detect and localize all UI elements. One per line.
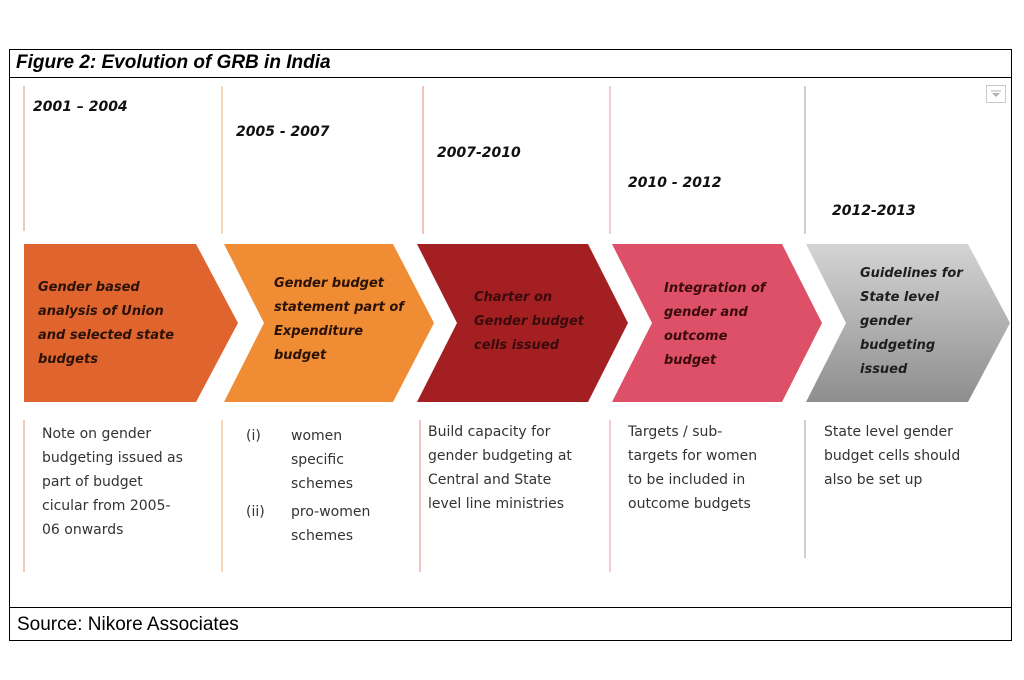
divider-line-4-lower — [609, 420, 611, 572]
list-item-line: schemes — [291, 528, 354, 544]
milestone-line: budget — [274, 348, 327, 363]
description-4: Targets / sub- targets for women to be i… — [628, 420, 757, 516]
description-line: Note on gender — [42, 426, 152, 442]
milestone-line: Charter on — [474, 290, 553, 305]
milestone-text-5: Guidelines for State level gender budget… — [860, 262, 963, 382]
list-item-line: pro-women — [291, 504, 371, 520]
milestone-text-4: Integration of gender and outcome budget — [664, 277, 766, 373]
period-label-1: 2001 – 2004 — [33, 99, 128, 115]
description-1: Note on gender budgeting issued as part … — [42, 422, 183, 542]
milestone-line: and selected state — [38, 328, 175, 343]
chevron-stage-5 — [806, 244, 1010, 402]
divider-line-5 — [804, 86, 806, 234]
milestone-line: statement part of — [274, 300, 404, 315]
period-label-4: 2010 - 2012 — [628, 175, 722, 191]
period-label-3: 2007-2010 — [437, 145, 521, 161]
milestone-line: Integration of — [664, 281, 766, 296]
chevron-down-icon — [991, 90, 1001, 97]
list-item-2: pro-women schemes — [291, 500, 370, 548]
divider-line-3 — [422, 86, 424, 234]
dropdown-button[interactable] — [986, 85, 1006, 103]
description-line: to be included in — [628, 472, 746, 488]
milestone-line: outcome — [664, 329, 728, 344]
description-line: budget cells should — [824, 448, 961, 464]
milestone-text-1: Gender based analysis of Union and selec… — [38, 276, 174, 372]
milestone-line: gender and — [664, 305, 748, 320]
divider-line-2-lower — [221, 420, 223, 572]
divider-line-1 — [23, 86, 25, 231]
description-line: level line ministries — [428, 496, 565, 512]
description-line: State level gender — [824, 424, 953, 440]
milestone-line: issued — [860, 362, 908, 377]
milestone-text-2: Gender budget statement part of Expendit… — [274, 272, 404, 368]
chevron-stage-1 — [24, 244, 238, 402]
description-line: targets for women — [628, 448, 758, 464]
milestone-line: budgeting — [860, 338, 936, 353]
milestone-line: Gender based — [38, 280, 140, 295]
description-line: cicular from 2005- — [42, 498, 171, 514]
figure-source: Source: Nikore Associates — [17, 614, 239, 635]
description-line: part of budget — [42, 474, 143, 490]
figure-title-row: Figure 2: Evolution of GRB in India — [10, 50, 1011, 78]
period-label-5: 2012-2013 — [832, 203, 916, 219]
milestone-line: gender — [860, 314, 912, 329]
chevron-stage-3 — [417, 244, 628, 402]
divider-line-2 — [221, 86, 223, 234]
description-line: also be set up — [824, 472, 923, 488]
figure-source-row: Source: Nikore Associates — [10, 607, 1011, 640]
description-line: outcome budgets — [628, 496, 751, 512]
list-item-line: schemes — [291, 476, 354, 492]
description-line: budgeting issued as — [42, 450, 183, 466]
milestone-line: Expenditure — [274, 324, 364, 339]
milestone-line: budgets — [38, 352, 98, 367]
milestone-line: Gender budget — [474, 314, 585, 329]
divider-line-5-lower — [804, 420, 806, 558]
chevron-stage-2 — [224, 244, 434, 402]
description-3: Build capacity for gender budgeting at C… — [428, 420, 572, 516]
milestone-line: budget — [664, 353, 717, 368]
divider-line-3-lower — [419, 420, 421, 572]
description-line: gender budgeting at — [428, 448, 572, 464]
description-line: Build capacity for — [428, 424, 551, 440]
description-5: State level gender budget cells should a… — [824, 420, 960, 492]
milestone-line: Gender budget — [274, 276, 385, 291]
period-label-2: 2005 - 2007 — [236, 124, 330, 140]
list-item-line: specific — [291, 452, 344, 468]
milestone-line: State level — [860, 290, 939, 305]
milestone-line: analysis of Union — [38, 304, 164, 319]
description-line: Targets / sub- — [628, 424, 723, 440]
list-marker-1: (i) — [246, 428, 261, 444]
description-line: 06 onwards — [42, 522, 124, 538]
list-item-1: women specific schemes — [291, 424, 353, 496]
milestone-line: cells issued — [474, 338, 560, 353]
divider-line-1-lower — [23, 420, 25, 572]
milestone-line: Guidelines for — [860, 266, 963, 281]
figure-title: Figure 2: Evolution of GRB in India — [16, 52, 331, 73]
list-marker-2: (ii) — [246, 504, 265, 520]
list-item-line: women — [291, 428, 343, 444]
description-line: Central and State — [428, 472, 552, 488]
chevron-stage-4 — [612, 244, 822, 402]
divider-line-4 — [609, 86, 611, 234]
milestone-text-3: Charter on Gender budget cells issued — [474, 286, 584, 358]
